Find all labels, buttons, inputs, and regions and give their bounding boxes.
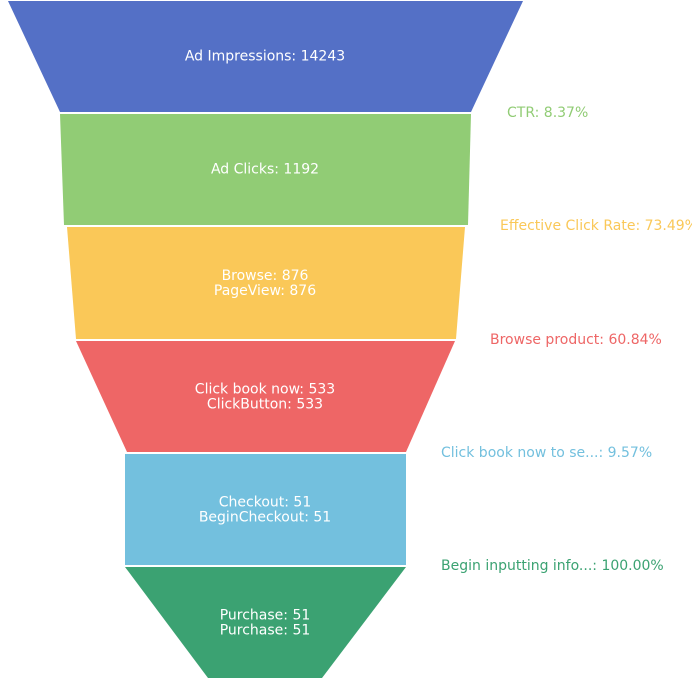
segment-sublabel: Purchase: 51 <box>220 623 311 639</box>
segment-label: Click book now: 533 <box>195 382 335 398</box>
segment-sublabel: ClickButton: 533 <box>207 397 323 413</box>
conversion-rate: Begin inputting info...: 100.00% <box>441 558 664 574</box>
funnel-segment <box>8 1 523 112</box>
segment-label: Ad Clicks: 1192 <box>211 162 319 178</box>
conversion-rate: Effective Click Rate: 73.49% <box>500 218 692 234</box>
segment-label: Checkout: 51 <box>219 495 311 511</box>
funnel-segment <box>60 114 471 225</box>
conversion-rate: CTR: 8.37% <box>507 105 588 121</box>
segment-label: Browse: 876 <box>222 268 309 284</box>
segment-sublabel: PageView: 876 <box>214 283 316 299</box>
segment-label: Ad Impressions: 14243 <box>185 49 345 65</box>
funnel-segment <box>67 227 465 339</box>
funnel-segment <box>125 567 406 678</box>
funnel-segment <box>125 454 406 565</box>
conversion-rate: Click book now to se...: 9.57% <box>441 445 652 461</box>
segment-label: Purchase: 51 <box>220 608 311 624</box>
conversion-rate: Browse product: 60.84% <box>490 332 662 348</box>
segment-sublabel: BeginCheckout: 51 <box>199 510 331 526</box>
funnel-segment <box>76 341 455 452</box>
